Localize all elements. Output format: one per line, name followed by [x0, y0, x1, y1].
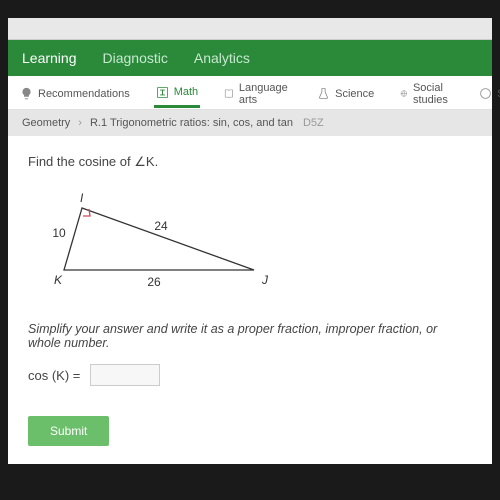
subject-label: Social studies: [413, 82, 453, 106]
problem-instruction: Simplify your answer and write it as a p…: [28, 322, 472, 350]
subject-recommendations[interactable]: Recommendations: [18, 79, 132, 106]
svg-text:J: J: [261, 273, 269, 287]
subject-label: Language arts: [239, 82, 291, 106]
globe-icon: [400, 87, 408, 100]
svg-text:K: K: [54, 273, 63, 287]
prompt-angle: ∠K: [134, 154, 154, 169]
answer-label: cos (K) =: [28, 368, 80, 383]
svg-text:10: 10: [52, 226, 66, 240]
subject-social-studies[interactable]: Social studies: [398, 74, 455, 112]
submit-button[interactable]: Submit: [28, 416, 109, 446]
triangle-diagram: I K J 10 24 26: [46, 192, 276, 297]
breadcrumb: Geometry › R.1 Trigonometric ratios: sin…: [8, 110, 492, 136]
svg-text:24: 24: [154, 219, 168, 233]
subject-bar: Recommendations Math Language arts Scien…: [8, 76, 492, 110]
nav-analytics[interactable]: Analytics: [194, 50, 250, 66]
subject-science[interactable]: Science: [315, 79, 376, 106]
answer-input[interactable]: [90, 364, 160, 386]
svg-text:26: 26: [147, 275, 161, 289]
crumb-course[interactable]: Geometry: [22, 117, 70, 129]
app-frame: Learning Diagnostic Analytics Recommenda…: [8, 40, 492, 464]
subject-math[interactable]: Math: [154, 78, 200, 108]
subject-language-arts[interactable]: Language arts: [222, 74, 293, 112]
browser-chrome: [8, 18, 492, 40]
content-area: Find the cosine of ∠K. I K J 10 24 26 Si…: [8, 136, 492, 464]
lightbulb-icon: [20, 87, 33, 100]
subject-label: Recommendations: [38, 88, 130, 100]
flask-icon: [317, 87, 330, 100]
nav-diagnostic[interactable]: Diagnostic: [103, 50, 168, 66]
crumb-lesson[interactable]: R.1 Trigonometric ratios: sin, cos, and …: [90, 117, 293, 129]
spanish-icon: [479, 87, 492, 100]
subject-label: Math: [174, 86, 198, 98]
svg-text:I: I: [80, 192, 84, 205]
nav-learning[interactable]: Learning: [22, 50, 77, 66]
book-icon: [224, 87, 234, 100]
top-nav: Learning Diagnostic Analytics: [8, 40, 492, 76]
monitor-bezel: Learning Diagnostic Analytics Recommenda…: [0, 0, 500, 500]
prompt-suffix: .: [155, 154, 159, 169]
subject-spanish[interactable]: Spanish: [477, 79, 500, 106]
chevron-right-icon: ›: [78, 117, 82, 129]
subject-label: Science: [335, 88, 374, 100]
math-icon: [156, 86, 169, 99]
prompt-prefix: Find the cosine of: [28, 154, 134, 169]
answer-row: cos (K) =: [28, 364, 472, 386]
crumb-code: D5Z: [303, 117, 324, 129]
problem-prompt: Find the cosine of ∠K.: [28, 154, 472, 170]
